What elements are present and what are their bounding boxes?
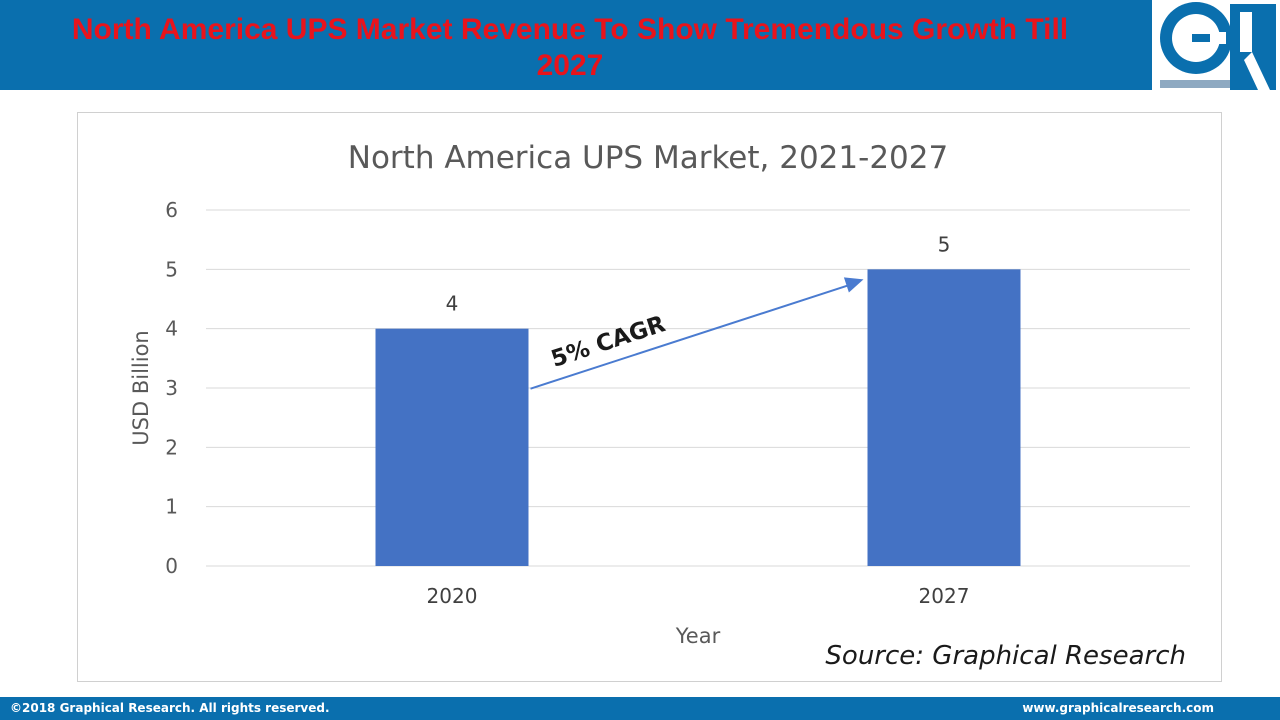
headline: North America UPS Market Revenue To Show… bbox=[71, 13, 1069, 82]
y-tick-label: 0 bbox=[165, 554, 178, 578]
source-note: Source: Graphical Research bbox=[825, 641, 1186, 671]
y-tick-label: 1 bbox=[165, 495, 178, 519]
data-label-2020: 4 bbox=[446, 292, 459, 316]
website-link[interactable]: www.graphicalresearch.com bbox=[1022, 701, 1214, 715]
data-labels: 45 bbox=[446, 232, 951, 315]
cagr-annotation: 5% CAGR bbox=[530, 277, 864, 390]
chart-frame: North America UPS Market, 2021-2027 0 1 2 3… bbox=[77, 112, 1222, 682]
x-tick-label-2020: 2020 bbox=[427, 584, 478, 608]
y-tick-label: 3 bbox=[165, 376, 178, 400]
header-bar: North America UPS Market Revenue To Show… bbox=[0, 0, 1152, 90]
bar-2027 bbox=[867, 269, 1021, 566]
footer-bar: ©2018 Graphical Research. All rights res… bbox=[0, 697, 1280, 720]
bars bbox=[375, 269, 1021, 566]
x-axis-ticks: 2020 2027 bbox=[427, 584, 970, 608]
data-label-2027: 5 bbox=[938, 232, 951, 256]
y-tick-label: 2 bbox=[165, 435, 178, 459]
y-axis-label: USD Billion bbox=[129, 330, 153, 445]
x-axis-label: Year bbox=[675, 624, 721, 648]
y-tick-label: 5 bbox=[165, 257, 178, 281]
gridlines bbox=[206, 209, 1190, 567]
graphical-research-logo bbox=[1152, 0, 1280, 93]
y-tick-label: 6 bbox=[165, 198, 178, 222]
y-axis-ticks: 0 1 2 3 4 5 6 bbox=[165, 198, 178, 578]
y-tick-label: 4 bbox=[165, 317, 178, 341]
bar-chart: North America UPS Market, 2021-2027 0 1 2 3… bbox=[129, 140, 1190, 648]
chart-title: North America UPS Market, 2021-2027 bbox=[348, 140, 948, 176]
x-tick-label-2027: 2027 bbox=[919, 584, 970, 608]
cagr-arrowhead bbox=[843, 277, 864, 293]
copyright-text: ©2018 Graphical Research. All rights res… bbox=[10, 701, 330, 715]
cagr-arrow-line bbox=[530, 283, 852, 390]
bar-2020 bbox=[375, 328, 529, 566]
